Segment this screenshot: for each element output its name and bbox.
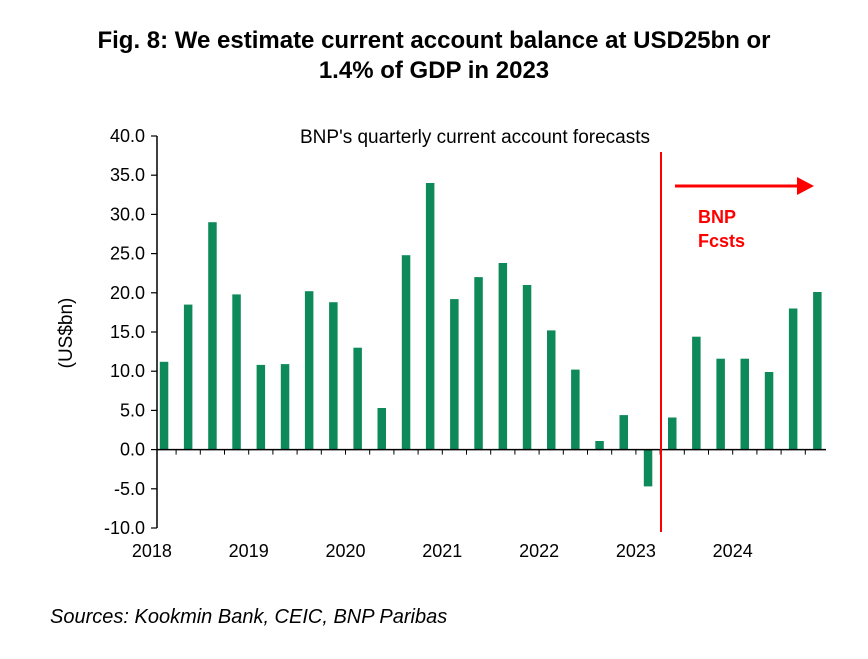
bar-2020Q2 — [377, 408, 386, 450]
bar-2018Q4 — [232, 294, 241, 450]
bar-2022Q1 — [547, 330, 556, 450]
bar-2021Q2 — [474, 277, 483, 450]
y-tick-label: -10.0 — [104, 518, 145, 538]
bar-2018Q1 — [159, 361, 169, 450]
forecast-label-line-2: Fcsts — [698, 231, 745, 251]
y-tick-label: 40.0 — [110, 126, 145, 146]
bar-2023Q4 — [716, 358, 725, 450]
bar-2022Q4 — [619, 415, 628, 450]
bar-2021Q4 — [522, 285, 532, 450]
bar-2020Q3 — [401, 255, 411, 450]
bar-2021Q1 — [450, 299, 459, 450]
bar-2019Q4 — [329, 302, 338, 450]
bar-2023Q1 — [643, 449, 653, 487]
bar-2021Q3 — [498, 263, 508, 450]
bar-2019Q1 — [256, 364, 266, 450]
chart-annotation: BNP's quarterly current account forecast… — [300, 127, 650, 148]
x-year-label: 2023 — [616, 541, 656, 561]
y-tick-label: -5.0 — [114, 479, 145, 499]
y-tick-label: 25.0 — [110, 244, 145, 264]
bar-2019Q2 — [280, 364, 290, 450]
bar-2018Q2 — [183, 304, 193, 450]
bar-2022Q2 — [571, 369, 580, 450]
forecast-arrow-head — [797, 177, 814, 195]
y-tick-label: 0.0 — [120, 440, 145, 460]
bar-2018Q3 — [208, 222, 217, 450]
x-year-label: 2020 — [325, 541, 365, 561]
y-tick-label: 15.0 — [110, 322, 145, 342]
x-year-label: 2018 — [132, 541, 172, 561]
bar-2023Q3 — [692, 336, 701, 450]
x-year-label: 2021 — [422, 541, 462, 561]
bar-2020Q4 — [425, 183, 435, 450]
axes — [151, 135, 826, 529]
axis-labels: 40.0 35.0 30.0 25.0 20.0 15.0 10.0 5.0 0.0 -5.0 -1… — [104, 126, 753, 561]
y-tick-label: 10.0 — [110, 361, 145, 381]
title-line-1: Fig. 8: We estimate current account bala… — [97, 27, 771, 54]
y-axis-title: (US$bn) — [56, 298, 77, 369]
bar-2024Q3 — [788, 308, 798, 450]
bar-2019Q3 — [304, 291, 314, 450]
bar-2024Q1 — [740, 358, 749, 450]
y-tick-label: 35.0 — [110, 165, 145, 185]
y-tick-label: 5.0 — [120, 400, 145, 420]
y-tick-label: 20.0 — [110, 283, 145, 303]
bar-2023Q2 — [668, 417, 677, 450]
bar-chart: 40.0 35.0 30.0 25.0 20.0 15.0 10.0 5.0 0.0 -5.0 -1… — [56, 126, 826, 561]
bar-2024Q2 — [764, 372, 774, 450]
bar-2022Q3 — [595, 441, 604, 450]
x-year-label: 2019 — [229, 541, 269, 561]
bar-2020Q1 — [353, 347, 362, 450]
title-line-2: 1.4% of GDP in 2023 — [318, 57, 550, 84]
x-year-label: 2022 — [519, 541, 559, 561]
bar-2024Q4 — [813, 292, 822, 450]
forecast-label-line-1: BNP — [698, 207, 736, 227]
bar-series — [159, 183, 822, 487]
source-note: Sources: Kookmin Bank, CEIC, BNP Paribas — [50, 606, 448, 628]
x-year-label: 2024 — [713, 541, 753, 561]
chart-title: Fig. 8: We estimate current account bala… — [0, 26, 868, 86]
y-tick-label: 30.0 — [110, 204, 145, 224]
